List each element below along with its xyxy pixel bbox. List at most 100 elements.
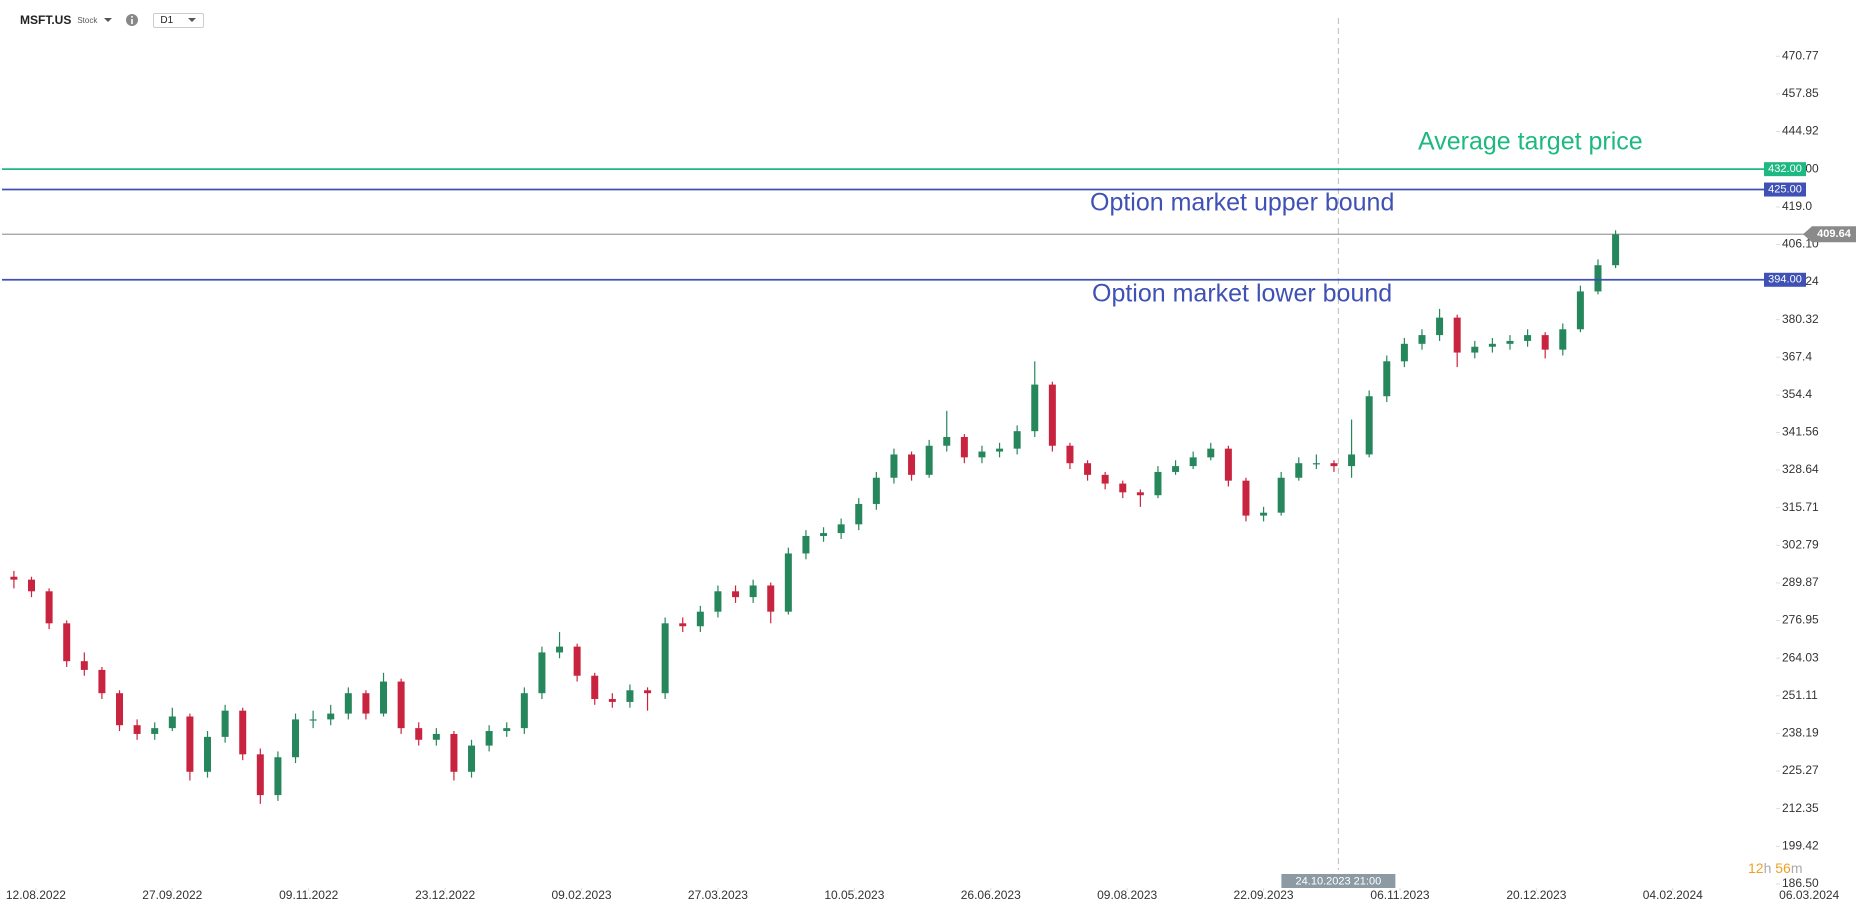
y-tick-label: 199.42 (1782, 838, 1819, 852)
y-tick-label: 470.77 (1782, 48, 1819, 62)
candle-body (362, 693, 370, 714)
last-price-tag (1803, 226, 1856, 243)
dropdown-arrow[interactable] (103, 16, 113, 24)
candle-body (1119, 483, 1127, 493)
info-icon[interactable] (125, 13, 139, 27)
x-tick-label: 27.09.2022 (142, 888, 202, 902)
candle-body (1295, 463, 1303, 478)
candle-body (538, 652, 546, 694)
x-tick-label: 23.12.2022 (415, 888, 475, 902)
candle-body (661, 623, 669, 694)
candle-body (1224, 448, 1232, 481)
candle-body (503, 728, 511, 732)
candle-body (1136, 492, 1144, 496)
candle-body (168, 716, 176, 729)
y-tick-label: 367.4 (1782, 349, 1812, 363)
interval-select[interactable]: D1 (153, 12, 205, 28)
candle-body (714, 591, 722, 612)
candle-body (133, 725, 141, 734)
y-tick-label: 315.71 (1782, 500, 1819, 514)
candle-body (1365, 396, 1373, 455)
y-tick-label: 238.19 (1782, 726, 1819, 740)
candle-body (1541, 335, 1549, 350)
candle-body (1471, 346, 1479, 353)
candle-body (1312, 463, 1320, 465)
candle-body (380, 681, 388, 714)
y-tick-label: 380.32 (1782, 312, 1819, 326)
candle-body (1383, 361, 1391, 397)
candle-body (732, 591, 740, 598)
candle-body (855, 503, 863, 525)
crosshair-label-box (1281, 874, 1396, 888)
y-tick-label: 186.50 (1782, 876, 1819, 890)
candle-body (943, 436, 951, 446)
candle-body (890, 454, 898, 478)
candle-body (116, 693, 124, 726)
candle-body (1348, 454, 1356, 467)
candle-body (309, 719, 317, 721)
candle-body (1330, 463, 1338, 467)
x-tick-label: 06.03.2024 (1779, 888, 1839, 902)
annotation: Option market upper bound (1090, 189, 1394, 217)
y-tick-label: 432.00 (1782, 161, 1819, 175)
candle-body (608, 699, 616, 702)
candle-body (151, 728, 159, 734)
countdown-minutes: 56 (1775, 860, 1791, 876)
y-tick-label: 393.24 (1782, 274, 1819, 288)
candle-body (784, 553, 792, 612)
candle-body (1506, 340, 1514, 344)
candle-body (1031, 384, 1039, 432)
candle-body (960, 436, 968, 458)
candle-body (1418, 335, 1426, 344)
symbol[interactable]: MSFT.US (20, 13, 72, 27)
last-price-label: 409.64 (1817, 228, 1852, 240)
candle-body (520, 693, 528, 729)
candle-body (556, 646, 564, 653)
candle-body (1436, 317, 1444, 336)
candle-body (1242, 480, 1250, 516)
candle-body (1524, 335, 1532, 341)
candle-body (28, 579, 36, 592)
candle-body (274, 757, 282, 796)
candle-body (1576, 291, 1584, 330)
candle-body (1084, 463, 1092, 475)
candle-body (397, 681, 405, 729)
candle-body (450, 733, 458, 772)
dropdown-arrow (188, 18, 197, 22)
y-tick-label: 328.64 (1782, 462, 1819, 476)
y-tick-label: 225.27 (1782, 763, 1819, 777)
candle-body (1453, 317, 1461, 353)
candle-body (1488, 343, 1496, 347)
annotation: Average target price (1418, 128, 1643, 156)
countdown-hours: 12 (1748, 860, 1764, 876)
candle-body (696, 611, 704, 627)
x-tick-label: 27.03.2023 (688, 888, 748, 902)
x-tick-label: 09.08.2023 (1097, 888, 1157, 902)
candle-body (221, 710, 229, 737)
candle-body (1400, 343, 1408, 362)
level-label: 425.00 (1768, 183, 1802, 195)
candle-body (1066, 445, 1074, 464)
x-tick-label: 22.09.2023 (1234, 888, 1294, 902)
interval: D1 (160, 14, 174, 26)
candle-body (591, 675, 599, 700)
candle-body (468, 745, 476, 772)
candle-body (749, 585, 757, 598)
candle-body (204, 736, 212, 772)
y-tick-label: 406.10 (1782, 237, 1819, 251)
candle-body (573, 646, 581, 676)
y-tick-label: 444.92 (1782, 124, 1819, 138)
level-label: 394.00 (1768, 274, 1802, 286)
x-tick-label: 06.11.2023 (1370, 888, 1429, 902)
x-tick-label: 10.05.2023 (824, 888, 884, 902)
y-tick-label: 354.4 (1782, 387, 1812, 401)
candle-body (292, 719, 300, 758)
candle-body (1207, 448, 1215, 458)
candle-body (239, 710, 247, 755)
candle-body (1154, 471, 1162, 496)
toolbar: MSFT.US Stock D1 (20, 10, 205, 30)
candle-body (327, 713, 335, 720)
candle-body (63, 623, 71, 662)
candle-body (837, 524, 845, 534)
